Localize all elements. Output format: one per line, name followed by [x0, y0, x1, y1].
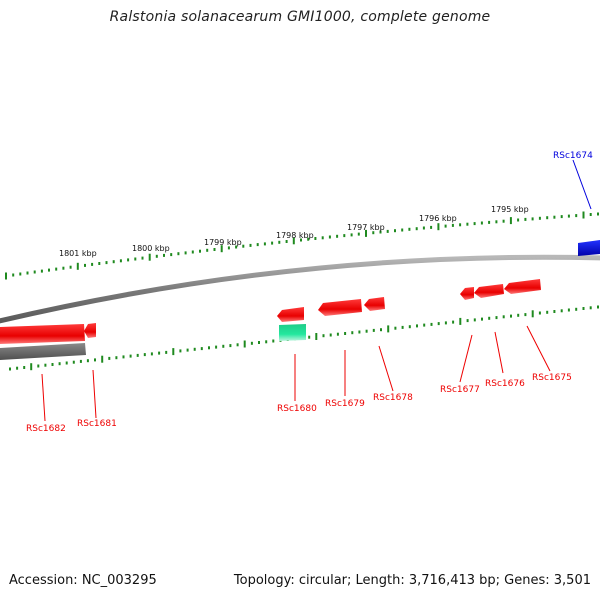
scale-labels: 1801 kbp 1800 kbp 1799 kbp 1798 kbp 1797…	[59, 205, 529, 258]
scale-label: 1798 kbp	[276, 231, 314, 240]
gene-RSc1682[interactable]	[0, 324, 86, 360]
gene-RSc1676[interactable]	[474, 284, 504, 298]
genome-backbone	[0, 254, 600, 324]
gene-leader-lines	[41, 159, 592, 422]
gene-label-RSc1676: RSc1676	[485, 379, 525, 389]
gene-label-RSc1675: RSc1675	[532, 373, 572, 383]
scale-label: 1795 kbp	[491, 205, 529, 214]
gene-label-RSc1681: RSc1681	[77, 419, 117, 429]
gene-label-RSc1682: RSc1682	[26, 424, 66, 434]
gene-label-RSc1677: RSc1677	[440, 385, 480, 395]
gene-label-RSc1678: RSc1678	[373, 393, 413, 403]
scale-label: 1800 kbp	[132, 244, 170, 253]
gene-label-RSc1680: RSc1680	[277, 404, 317, 414]
gene-label-RSc1674: RSc1674	[553, 151, 593, 161]
gene-RSc1679[interactable]	[318, 299, 362, 316]
gene-RSc1677[interactable]	[460, 287, 474, 300]
scale-ticks-upper	[5, 211, 599, 280]
scale-label: 1796 kbp	[419, 214, 457, 223]
scale-label: 1797 kbp	[347, 223, 385, 232]
gene-RSc1674[interactable]	[578, 240, 600, 256]
scale-label: 1801 kbp	[59, 249, 97, 258]
gene-labels: RSc1674 RSc1675 RSc1676 RSc1677 RSc1678 …	[26, 151, 593, 434]
gene-label-RSc1679: RSc1679	[325, 399, 365, 409]
accession-text: Accession: NC_003295	[9, 573, 157, 588]
map-title: Ralstonia solanacearum GMI1000, complete…	[109, 9, 491, 25]
gene-RSc1681[interactable]	[84, 323, 96, 338]
gene-RSc1678[interactable]	[364, 297, 385, 311]
gene-RSc1680[interactable]	[277, 307, 306, 341]
gene-RSc1675[interactable]	[504, 279, 541, 294]
scale-label: 1799 kbp	[204, 238, 242, 247]
scale-ticks-lower	[9, 305, 599, 371]
gene-features	[0, 240, 600, 360]
genome-info-text: Topology: circular; Length: 3,716,413 bp…	[233, 573, 591, 588]
